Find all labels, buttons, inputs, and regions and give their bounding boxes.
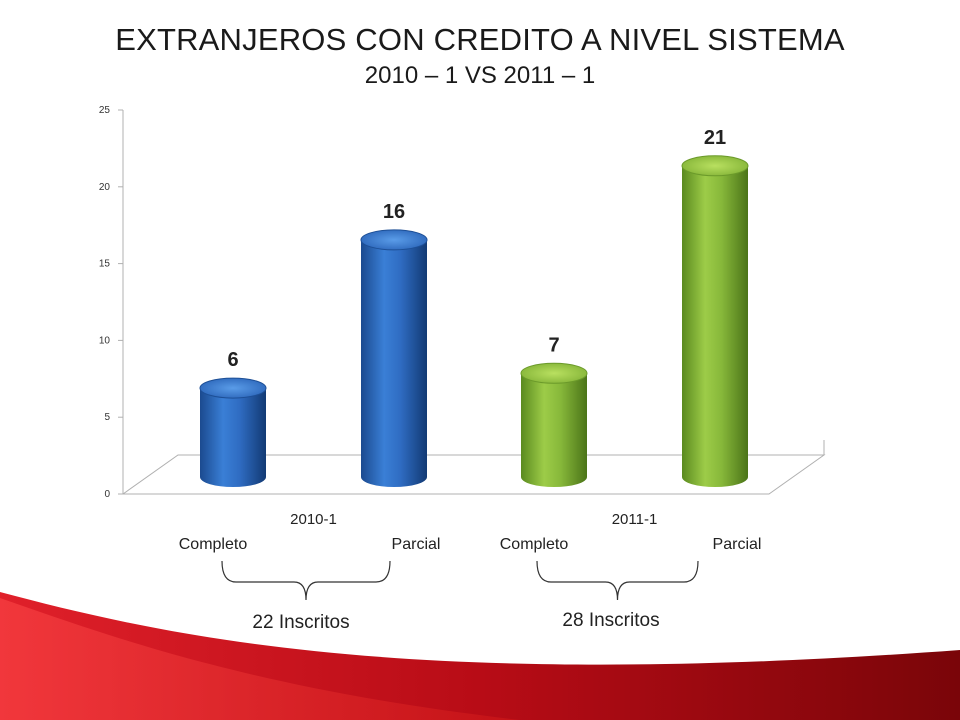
group-label: 2010-1 [290, 511, 337, 528]
bar-2010-1-completo [200, 388, 266, 487]
bar-2010-1-parcial [361, 239, 427, 487]
bars: 6 16 7 21 [199, 127, 749, 487]
bar-2011-1-parcial [682, 165, 748, 487]
group-total-label: 22 Inscritos [252, 612, 349, 633]
bar-top [681, 155, 749, 177]
group-label: 2011-1 [612, 511, 658, 528]
chart-frame [121, 110, 826, 495]
data-label: 21 [704, 127, 726, 149]
y-tick-label: 20 [99, 182, 111, 193]
bar-2011-1-completo [521, 373, 587, 487]
group-brace [536, 560, 699, 601]
category-labels: Completo Parcial 2010-1 Completo Parcial 2011… [179, 511, 762, 553]
bar-top [520, 362, 588, 384]
y-tick-label: 25 [99, 105, 111, 116]
y-axis-ticks: 0 5 10 15 20 25 [99, 105, 123, 500]
group-brace [221, 560, 391, 601]
y-tick-label: 5 [104, 412, 110, 423]
data-label: 6 [227, 349, 238, 371]
decorative-swoosh-highlight [0, 598, 520, 720]
y-tick-label: 0 [104, 489, 110, 500]
category-label: Completo [500, 536, 569, 553]
y-tick-label: 15 [99, 259, 111, 270]
category-label: Parcial [392, 536, 441, 553]
page-subtitle: 2010 – 1 VS 2011 – 1 [364, 62, 596, 89]
bar-top [199, 377, 267, 399]
group-total-label: 28 Inscritos [562, 610, 659, 631]
bar-top [360, 229, 428, 251]
data-label: 7 [548, 334, 559, 356]
category-label: Parcial [713, 536, 762, 553]
category-label: Completo [179, 536, 248, 553]
data-label: 16 [383, 201, 405, 223]
page-title: EXTRANJEROS CON CREDITO A NIVEL SISTEMA [115, 22, 845, 57]
y-tick-label: 10 [99, 335, 111, 346]
group-braces: 22 Inscritos 28 Inscritos [221, 560, 699, 633]
